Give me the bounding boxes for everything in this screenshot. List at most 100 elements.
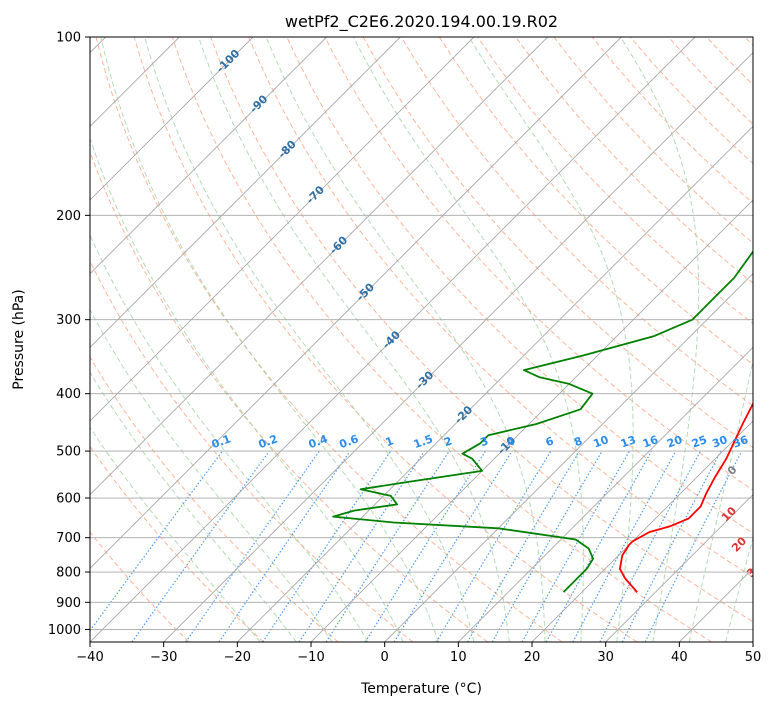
mixing-ratio-label: 6 — [544, 434, 556, 449]
mixing-ratio-label: 20 — [665, 433, 684, 451]
mixing-ratio-line — [599, 450, 702, 642]
series-lines — [332, 250, 753, 593]
plot-frame — [89, 36, 754, 643]
moist-adiabat-line — [620, 37, 700, 642]
mixing-ratio-label: 2 — [442, 434, 454, 449]
dry-adiabat-line — [210, 37, 753, 623]
moist-adiabat-line — [90, 233, 369, 642]
y-tick-label: 700 — [56, 531, 81, 546]
x-tick-label: 40 — [671, 650, 688, 665]
moist-adiabat-line — [144, 37, 475, 642]
mixing-ratio-label: 13 — [619, 433, 638, 450]
mixing-ratio-label: 0.4 — [307, 432, 330, 451]
x-axis-title: Temperature (°C) — [360, 681, 482, 697]
isotherm-line — [384, 273, 753, 642]
mixing-ratio-line — [325, 450, 450, 642]
mixing-ratio-line — [262, 450, 392, 642]
y-tick-label: 300 — [56, 313, 81, 328]
moist-adiabat-line — [100, 37, 439, 642]
moist-adiabat-label: 30 — [744, 560, 764, 580]
y-axis-ticks: 100 200 300 400 500 600 700 800 900 1000 — [48, 31, 90, 638]
mixing-ratio-label: 16 — [641, 433, 660, 451]
y-tick-label: 100 — [56, 31, 81, 46]
isotherm-line — [90, 37, 548, 496]
isotherm-line — [237, 125, 753, 642]
moist-adiabat-line — [468, 37, 634, 642]
y-tick-label: 200 — [56, 209, 81, 224]
isotherm-line — [90, 37, 401, 348]
x-tick-label: −10 — [297, 650, 324, 665]
moist-adiabat-line — [90, 136, 404, 642]
moist-adiabat-line — [90, 308, 333, 642]
dry-adiabat-line — [400, 37, 753, 407]
dry-adiabat-line — [90, 356, 339, 642]
mixing-ratio-label: 30 — [710, 433, 729, 451]
y-tick-label: 600 — [56, 492, 81, 507]
mixing-ratio-line — [644, 450, 743, 642]
isotherm-line — [90, 37, 622, 569]
mixing-ratio-label: 10 — [592, 433, 611, 451]
mixing-ratio-label: 1 — [384, 434, 396, 449]
y-tick-label: 1000 — [48, 623, 81, 638]
mixing-ratio-label: 36 — [731, 433, 750, 451]
moist-adiabat-line — [725, 536, 753, 642]
dry-adiabat-line — [438, 37, 753, 366]
mixing-ratio-line — [185, 450, 320, 642]
series-0-line — [619, 401, 753, 593]
mixing-ratio-line — [364, 450, 486, 642]
mixing-ratio-line — [298, 450, 425, 642]
mixing-ratio-label: 0.6 — [338, 432, 361, 451]
mixing-ratio-label: 3 — [478, 434, 490, 449]
x-tick-label: 50 — [745, 650, 762, 665]
y-axis-title: Pressure (hPa) — [11, 289, 27, 389]
mixing-ratio-line — [90, 450, 223, 632]
x-tick-label: −40 — [76, 650, 103, 665]
dry-adiabat-line — [90, 445, 264, 642]
mixing-ratio-line — [572, 450, 677, 642]
isotherm-line — [458, 346, 753, 642]
isotherm-line — [310, 199, 753, 642]
mixing-ratio-line — [393, 450, 513, 642]
chart-title: wetPf2_C2E6.2020.194.00.19.R02 — [285, 12, 558, 32]
moist-adiabat-line — [353, 37, 584, 642]
y-tick-label: 400 — [56, 387, 81, 402]
mixing-ratio-line — [545, 450, 653, 642]
mixing-ratio-line — [131, 450, 270, 642]
dry-adiabat-line — [248, 37, 753, 578]
y-tick-label: 800 — [56, 566, 81, 581]
dry-adiabat-line — [90, 531, 190, 642]
mixing-ratio-label: 8 — [572, 434, 584, 449]
mixing-ratio-line — [218, 450, 351, 642]
isotherm-line — [90, 37, 254, 201]
x-axis-ticks: −40 −30 −20 −10 0 10 20 30 40 50 — [76, 642, 761, 665]
isotherm-line — [90, 37, 327, 275]
mixing-ratio-label: 4 — [505, 434, 517, 449]
x-tick-label: 10 — [450, 650, 467, 665]
moist-adiabat-line — [265, 37, 546, 642]
x-tick-label: 30 — [597, 650, 614, 665]
dry-adiabat-line — [515, 37, 753, 284]
series-1-line — [332, 250, 753, 593]
dry-adiabat-line — [324, 37, 753, 491]
isotherm-line — [90, 37, 475, 422]
dry-adiabat-line — [95, 37, 563, 642]
mixing-ratio-label: 0.2 — [257, 432, 280, 451]
isotherm-line — [605, 494, 753, 642]
dry-adiabat-line — [171, 37, 712, 642]
moist-adiabat-line — [688, 358, 753, 642]
mixing-ratio-line — [521, 450, 631, 642]
x-tick-label: 20 — [524, 650, 541, 665]
y-tick-label: 900 — [56, 596, 81, 611]
y-tick-label: 500 — [56, 445, 81, 460]
moist-adiabat-line — [198, 37, 510, 642]
isotherm-line — [90, 37, 696, 642]
dry-adiabat-line — [90, 150, 488, 642]
x-tick-label: −20 — [224, 650, 251, 665]
dry-adiabat-line — [133, 37, 638, 642]
isotherm-line — [163, 52, 753, 642]
mixing-ratio-label: 25 — [690, 433, 709, 450]
moist-adiabat-line — [90, 426, 261, 642]
mixing-ratio-line — [621, 450, 722, 642]
mixing-ratio-label: 0.1 — [210, 432, 233, 451]
